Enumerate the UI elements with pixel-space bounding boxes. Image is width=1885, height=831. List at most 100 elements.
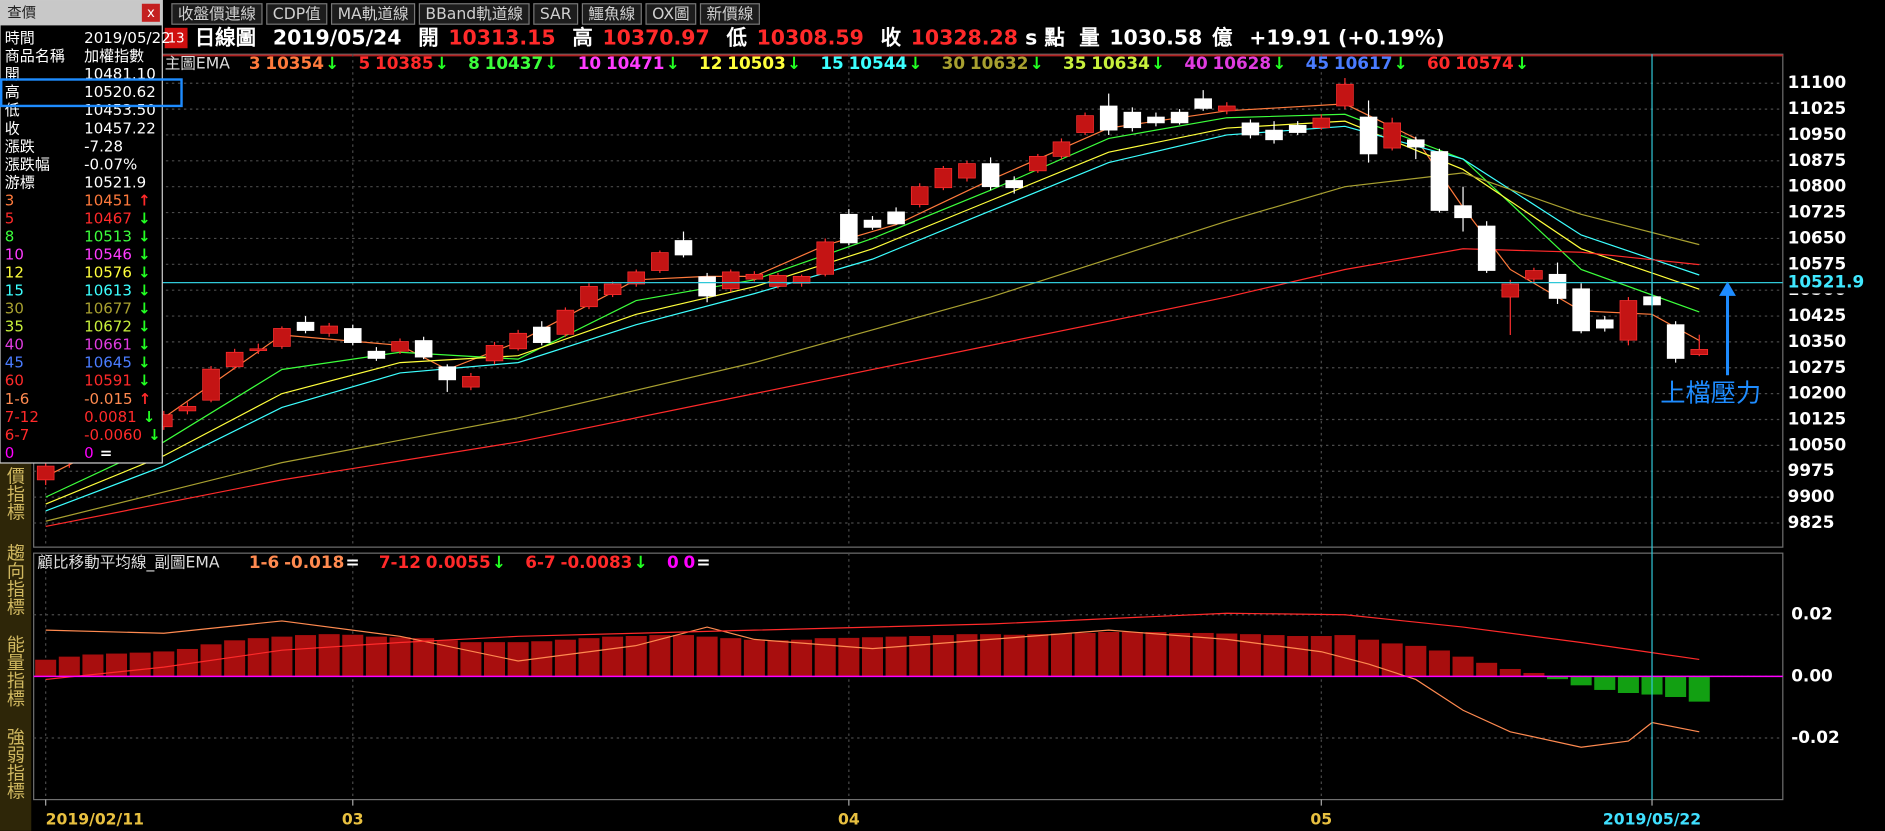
panel-row-label: 1-6	[5, 390, 30, 408]
badge: 13	[168, 32, 185, 47]
tab[interactable]	[699, 3, 760, 25]
tab-label[interactable]: BBand軌道線	[425, 5, 523, 23]
candle-body	[438, 366, 457, 381]
side-strip	[0, 462, 32, 831]
tab[interactable]	[645, 3, 697, 25]
tab[interactable]	[330, 3, 416, 25]
tab[interactable]	[581, 3, 642, 25]
legend-name: 12	[699, 53, 722, 73]
histogram-bar	[601, 636, 624, 677]
panel-row-label: 60	[5, 372, 24, 390]
y-tick-label: 10950	[1788, 124, 1847, 144]
panel-row-label: 6-7	[5, 426, 30, 444]
histogram-bar	[672, 634, 695, 677]
tab[interactable]	[533, 3, 579, 25]
panel-row-trend: ↓	[138, 354, 151, 372]
panel-row-label: 0	[5, 444, 15, 462]
candle-body	[1525, 270, 1543, 280]
histogram-bar	[1073, 632, 1097, 677]
tab-label[interactable]: 新價線	[706, 5, 753, 23]
panel-row-value: 2019/05/22	[84, 29, 171, 47]
candle-body	[816, 241, 835, 275]
side-label[interactable]: 價指標	[4, 466, 25, 520]
panel-row-value: 10520.62	[84, 83, 156, 101]
legend-name: 45	[1306, 53, 1329, 73]
tab-label[interactable]: MA軌道線	[338, 5, 409, 23]
annotation: 上檔壓力	[1660, 378, 1761, 407]
panel-row-trend: =	[100, 444, 113, 462]
candle-body	[1194, 98, 1212, 109]
panel-row-label: 商品名稱	[5, 47, 65, 65]
ema-line	[45, 172, 1700, 522]
legend-trend: ↓	[492, 552, 506, 572]
x-tick-label: 05	[1310, 811, 1332, 829]
legend-trend: ↓	[1151, 53, 1165, 73]
histogram-bar	[270, 636, 294, 677]
tab-label[interactable]: 鱷魚線	[588, 5, 635, 23]
panel-row-value: 10591	[84, 372, 132, 390]
histogram-bar	[1262, 634, 1286, 677]
candle-body	[202, 368, 220, 401]
candle-body	[1099, 105, 1118, 131]
y-tick-label: 9975	[1788, 460, 1835, 480]
histogram-bar	[837, 637, 860, 677]
candle-body	[1359, 116, 1378, 155]
legend-value: -0.018	[284, 552, 344, 572]
tab-label[interactable]: CDP值	[273, 5, 321, 23]
legend-trend: ↓	[1030, 53, 1044, 73]
candle-body	[1170, 111, 1189, 124]
candle-body	[1147, 116, 1165, 124]
legend-trend: ↓	[544, 53, 558, 73]
legend-value: 0	[683, 552, 695, 572]
candle-body	[1336, 83, 1354, 107]
candle-body	[1288, 124, 1307, 133]
tab[interactable]	[266, 3, 328, 25]
side-label[interactable]: 強弱指標	[4, 727, 25, 799]
candle-body	[674, 240, 693, 256]
tab[interactable]	[171, 3, 263, 25]
side-label[interactable]: 能量指標	[4, 635, 25, 707]
panel-row-value: 10661	[84, 336, 132, 354]
legend-value: 10471	[606, 53, 665, 73]
candle-body	[840, 213, 858, 244]
candle-body	[1619, 300, 1638, 341]
panel-row-label: 45	[5, 354, 24, 372]
panel-row-label: 30	[5, 300, 24, 318]
panel-close[interactable]: x	[147, 6, 155, 21]
candle-body	[1312, 117, 1331, 129]
histogram-bar	[1239, 633, 1262, 677]
legend-trend: ↓	[1272, 53, 1286, 73]
panel-row-label: 10	[5, 246, 24, 264]
close-value: 10328.28	[911, 26, 1018, 50]
x-tick-label: 2019/02/11	[46, 811, 144, 829]
panel-title: 查價	[7, 4, 36, 21]
side-label[interactable]: 趨向指標	[4, 543, 25, 615]
panel-titlebar	[0, 0, 163, 26]
legend-value: 10544	[849, 53, 908, 73]
histogram-bar	[294, 634, 317, 677]
tab-label[interactable]: SAR	[540, 5, 572, 23]
close-label: 收	[881, 26, 902, 50]
tab-label[interactable]: 收盤價連線	[178, 5, 256, 23]
histogram-bar	[1475, 662, 1498, 677]
candle-body	[698, 276, 716, 297]
legend-value: 10574	[1455, 53, 1514, 73]
y-tick-label: 10800	[1788, 176, 1847, 196]
histogram-bar	[1499, 668, 1522, 677]
histogram-bar	[814, 637, 837, 677]
legend-name: 5	[358, 53, 370, 73]
volume-unit: 億	[1212, 26, 1233, 50]
panel-close-btn[interactable]	[141, 3, 160, 22]
candle-body	[934, 168, 953, 189]
tab[interactable]	[418, 3, 530, 25]
y-tick-label: 10575	[1788, 253, 1847, 273]
panel-row-trend: ↓	[138, 336, 151, 354]
tab-bar: 收盤價連線 CDP值 MA軌道線 BBand軌道線 SAR 鱷魚線 OX圖 新價線	[171, 3, 760, 25]
legend-value: 10634	[1091, 53, 1150, 73]
cursor-label-bg	[1784, 271, 1885, 294]
tab-label[interactable]: OX圖	[652, 5, 690, 23]
histogram-bar	[1168, 632, 1191, 677]
panel-row-value: 10613	[84, 282, 132, 300]
